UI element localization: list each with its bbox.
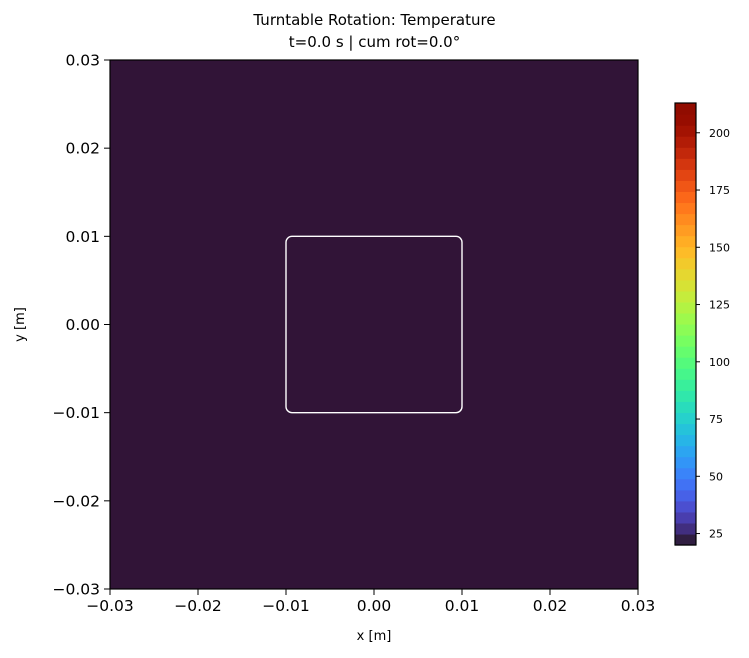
colorbar-band <box>675 312 696 325</box>
colorbar-band <box>675 401 696 413</box>
colorbar-band <box>675 180 696 192</box>
y-axis: 0.03 0.02 0.01 0.00 −0.01 −0.02 −0.03 <box>53 52 110 599</box>
colorbar-band <box>675 191 696 204</box>
colorbar-frame <box>674 102 697 546</box>
colorbar-tick-label: 75 <box>709 413 723 426</box>
colorbar-band <box>675 246 696 259</box>
colorbar-band <box>675 125 696 137</box>
colorbar-band <box>675 335 696 347</box>
y-tick-label: 0.03 <box>65 52 100 70</box>
x-tick-label: 0.00 <box>357 597 392 615</box>
colorbar-band <box>675 324 696 336</box>
colorbar-band <box>675 445 696 458</box>
y-tick-label: −0.02 <box>53 492 101 510</box>
colorbar-tick-label: 50 <box>709 470 723 483</box>
y-tick-label: 0.00 <box>65 316 100 334</box>
x-axis: −0.03 −0.02 −0.01 0.00 0.01 0.02 0.03 <box>86 589 655 615</box>
square-outline <box>285 235 463 414</box>
colorbar-band <box>675 478 696 491</box>
colorbar-band <box>675 346 696 358</box>
colorbar-band <box>675 202 696 215</box>
colorbar-band <box>675 114 696 126</box>
colorbar-band <box>675 290 696 303</box>
colorbar-band <box>675 423 696 436</box>
colorbar-band <box>675 268 696 281</box>
colorbar-band <box>675 412 696 425</box>
colorbar-band <box>675 500 696 513</box>
colorbar-band <box>675 511 696 524</box>
colorbar-band <box>675 368 696 380</box>
colorbar-band <box>675 257 696 270</box>
x-tick-label: 0.03 <box>621 597 656 615</box>
x-tick-label: −0.02 <box>174 597 222 615</box>
colorbar-band <box>675 169 696 181</box>
colorbar-tick-label: 150 <box>709 241 730 254</box>
colorbar-band <box>675 390 696 402</box>
colorbar-band <box>675 103 696 115</box>
colorbar-band <box>675 379 696 391</box>
colorbar-band <box>675 456 696 469</box>
chart-title: Turntable Rotation: Temperature <box>253 11 496 29</box>
colorbar-band <box>675 533 696 546</box>
colorbar-band <box>675 357 696 369</box>
colorbar-tick-label: 200 <box>709 127 730 140</box>
colorbar-tick-label: 100 <box>709 356 730 369</box>
colorbar-band <box>675 224 696 237</box>
colorbar: 25 50 75 100 125 150 175 200 <box>674 102 730 546</box>
y-tick-label: −0.03 <box>53 581 101 599</box>
x-tick-label: −0.01 <box>262 597 310 615</box>
colorbar-band <box>675 467 696 480</box>
colorbar-band <box>675 279 696 292</box>
x-tick-label: 0.01 <box>445 597 480 615</box>
colorbar-band <box>675 434 696 447</box>
colorbar-tick-label: 125 <box>709 299 730 312</box>
y-tick-label: 0.02 <box>65 140 100 158</box>
colorbar-tick-label: 25 <box>709 528 723 541</box>
y-tick-label: −0.01 <box>53 404 101 422</box>
x-axis-label: x [m] <box>357 629 392 644</box>
colorbar-band <box>675 158 696 170</box>
x-tick-label: 0.02 <box>533 597 568 615</box>
colorbar-band <box>675 301 696 314</box>
x-tick-label: −0.03 <box>86 597 134 615</box>
colorbar-band <box>675 489 696 502</box>
y-axis-label: y [m] <box>13 307 28 342</box>
colorbar-band <box>675 213 696 226</box>
colorbar-tick-label: 175 <box>709 184 730 197</box>
colorbar-band <box>675 136 696 148</box>
colorbar-band <box>675 522 696 535</box>
y-tick-label: 0.01 <box>65 228 100 246</box>
colorbar-band <box>675 147 696 159</box>
colorbar-band <box>675 235 696 248</box>
chart-subtitle: t=0.0 s | cum rot=0.0° <box>288 33 461 51</box>
temperature-field <box>110 60 638 589</box>
